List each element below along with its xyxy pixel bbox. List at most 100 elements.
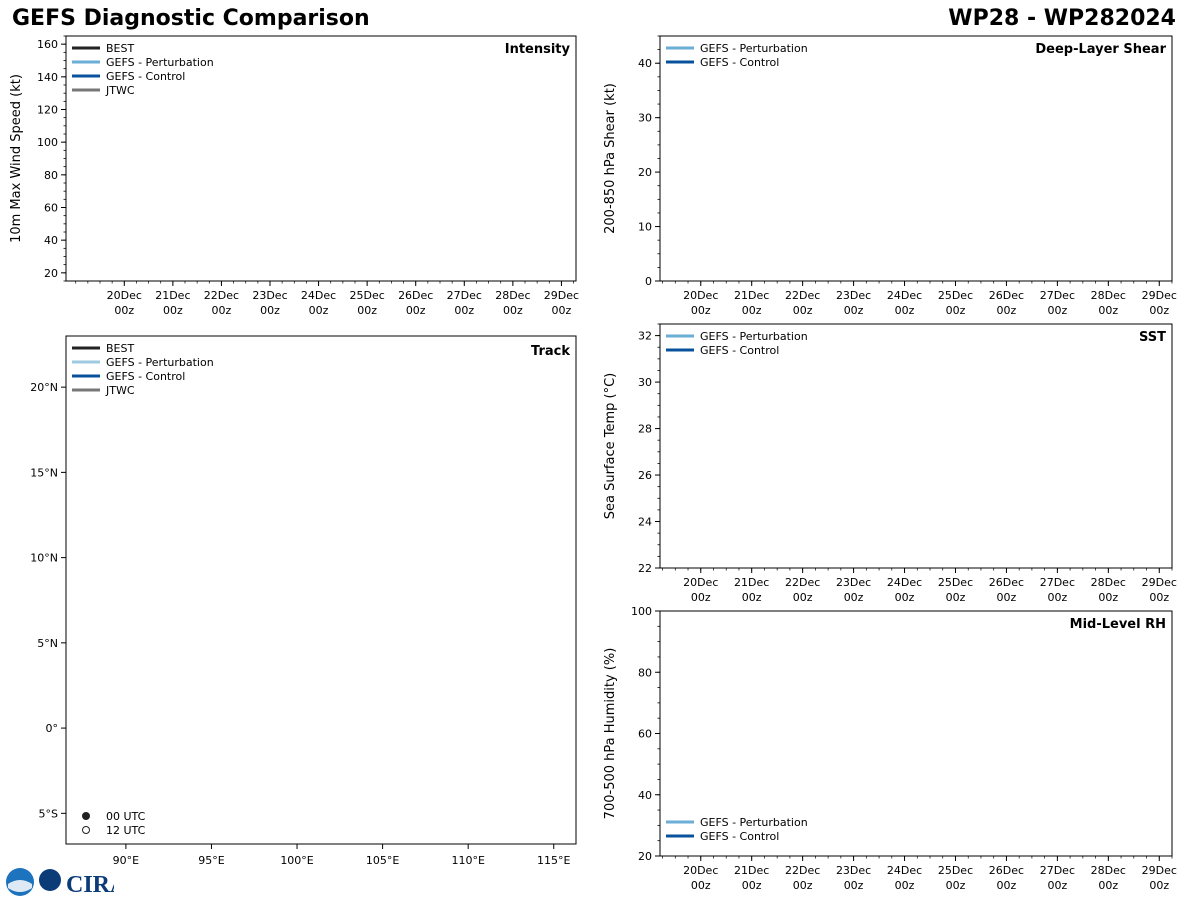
rh-panel-title: Mid-Level RH (1070, 617, 1166, 632)
intensity-y-tick-label: 140 (37, 71, 58, 84)
globe-icon (39, 869, 61, 891)
sst-y-tick-label: 28 (638, 423, 652, 436)
intensity-x-tick-label-date: 27Dec (447, 289, 482, 302)
track-y-tick-label: 0° (46, 722, 59, 735)
rh-x-tick-label-hour: 00z (946, 879, 966, 892)
sst-x-tick-label-hour: 00z (844, 591, 864, 604)
intensity-y-tick-label: 40 (44, 234, 58, 247)
shear-x-tick-label-hour: 00z (1098, 304, 1118, 317)
shear-x-tick-label-date: 24Dec (887, 289, 922, 302)
cira-logo-text: CIRA (66, 872, 114, 898)
shear-x-tick-label-date: 22Dec (785, 289, 820, 302)
shear-x-tick-label-date: 28Dec (1091, 289, 1126, 302)
rh-x-tick-label-hour: 00z (997, 879, 1017, 892)
track-x-tick-label: 105°E (366, 854, 399, 867)
sst-x-tick-label-date: 22Dec (785, 576, 820, 589)
track-legend-label: BEST (106, 342, 134, 355)
rh-x-tick-label-date: 21Dec (734, 864, 769, 877)
rh-y-tick-label: 40 (638, 789, 652, 802)
shear-y-tick-label: 20 (638, 166, 652, 179)
shear-x-tick-label-date: 23Dec (836, 289, 871, 302)
track-y-tick-label: 10°N (30, 552, 58, 565)
shear-x-tick-label-date: 26Dec (989, 289, 1024, 302)
shear-legend-label: GEFS - Control (700, 56, 779, 69)
sst-x-tick-label-hour: 00z (895, 591, 915, 604)
sst-panel: 22 24 26 28 30 32 Sea Surface Temp (°C) 20Dec 00… (603, 323, 1177, 604)
intensity-panel-title: Intensity (505, 42, 571, 57)
sst-x-tick-label-date: 21Dec (734, 576, 769, 589)
shear-y-axis-label: 200-850 hPa Shear (kt) (603, 83, 618, 234)
rh-x-tick-label-hour: 00z (895, 879, 915, 892)
intensity-x-tick-label-date: 21Dec (155, 289, 190, 302)
track-x-tick-label: 115°E (537, 854, 570, 867)
rh-x-tick-label-date: 20Dec (683, 864, 718, 877)
sst-x-tick-label-date: 25Dec (938, 576, 973, 589)
intensity-x-tick-label-hour: 00z (552, 304, 572, 317)
intensity-legend-label: BEST (106, 42, 134, 55)
intensity-x-tick-label-hour: 00z (212, 304, 232, 317)
rh-y-tick-label: 60 (638, 728, 652, 741)
sst-x-tick-label-date: 20Dec (683, 576, 718, 589)
shear-y-tick-label: 30 (638, 112, 652, 125)
intensity-x-tick-label-hour: 00z (114, 304, 134, 317)
intensity-x-tick-label-hour: 00z (503, 304, 523, 317)
track-panel-title: Track (531, 344, 570, 359)
rh-x-tick-label-date: 29Dec (1142, 864, 1177, 877)
shear-legend-label: GEFS - Perturbation (700, 42, 808, 55)
shear-y-tick-label: 40 (638, 57, 652, 70)
intensity-x-tick-label-hour: 00z (454, 304, 474, 317)
intensity-y-tick-label: 100 (37, 136, 58, 149)
sst-x-tick-label-hour: 00z (793, 591, 813, 604)
track-legend-label: GEFS - Perturbation (106, 356, 214, 369)
shear-x-tick-label-date: 29Dec (1142, 289, 1177, 302)
intensity-panel: 20 40 60 80 100 120 140 160 10m Max Wind Speed (… (9, 35, 579, 317)
rh-x-tick-label-date: 26Dec (989, 864, 1024, 877)
intensity-x-tick-label-date: 25Dec (349, 289, 384, 302)
track-x-tick-label: 90°E (113, 854, 139, 867)
sst-legend-label: GEFS - Control (700, 344, 779, 357)
sst-y-tick-label: 26 (638, 469, 652, 482)
shear-x-tick-label-date: 21Dec (734, 289, 769, 302)
rh-x-tick-label-hour: 00z (1149, 879, 1169, 892)
rh-x-tick-label-date: 28Dec (1091, 864, 1126, 877)
intensity-x-tick-label-hour: 00z (309, 304, 329, 317)
track-y-tick-label: 5°N (37, 637, 58, 650)
track-marker-legend-label: 00 UTC (106, 810, 146, 823)
intensity-y-tick-label: 80 (44, 169, 58, 182)
intensity-x-tick-label-date: 23Dec (252, 289, 287, 302)
rh-x-tick-label-date: 25Dec (938, 864, 973, 877)
sst-y-tick-label: 32 (638, 330, 652, 343)
rh-x-tick-label-date: 22Dec (785, 864, 820, 877)
rh-y-tick-label: 20 (638, 850, 652, 863)
shear-x-tick-label-date: 27Dec (1040, 289, 1075, 302)
intensity-x-tick-label-hour: 00z (260, 304, 280, 317)
sst-legend-label: GEFS - Perturbation (700, 330, 808, 343)
rh-panel: 20 40 60 80 100 700-500 hPa Humidity (%) 20Dec… (603, 605, 1177, 892)
track-legend-label: GEFS - Control (106, 370, 185, 383)
shear-x-tick-label-hour: 00z (946, 304, 966, 317)
sst-x-tick-label-hour: 00z (946, 591, 966, 604)
sst-x-tick-label-hour: 00z (997, 591, 1017, 604)
rh-y-tick-label: 100 (631, 605, 652, 618)
track-x-tick-label: 95°E (198, 854, 224, 867)
intensity-x-tick-label-date: 22Dec (204, 289, 239, 302)
intensity-y-tick-label: 60 (44, 202, 58, 215)
sst-x-tick-label-hour: 00z (742, 591, 762, 604)
intensity-x-tick-label-hour: 00z (406, 304, 426, 317)
sst-x-tick-label-date: 29Dec (1142, 576, 1177, 589)
track-marker-legend-symbol (82, 826, 90, 834)
track-panel: 90°E 95°E 100°E 105°E 110°E 115°E 5°S 0° 5°N 10°N… (30, 335, 577, 867)
intensity-legend-label: GEFS - Control (106, 70, 185, 83)
sst-panel-title: SST (1139, 330, 1166, 345)
rh-x-tick-label-hour: 00z (844, 879, 864, 892)
rh-x-tick-label-date: 24Dec (887, 864, 922, 877)
intensity-y-tick-label: 20 (44, 267, 58, 280)
rh-x-tick-label-hour: 00z (1047, 879, 1067, 892)
intensity-y-tick-label: 120 (37, 104, 58, 117)
rh-x-tick-label-hour: 00z (691, 879, 711, 892)
intensity-x-tick-label-date: 28Dec (495, 289, 530, 302)
track-x-tick-label: 100°E (280, 854, 313, 867)
shear-x-tick-label-hour: 00z (1149, 304, 1169, 317)
track-x-tick-label: 110°E (451, 854, 484, 867)
